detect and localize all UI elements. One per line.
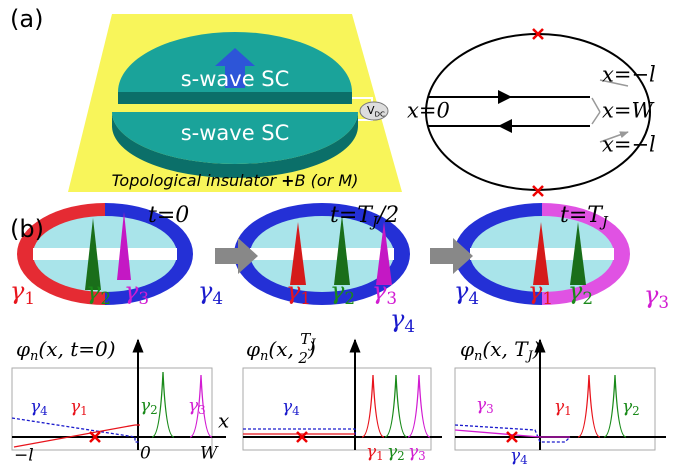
gamma-label: γ4 xyxy=(30,397,48,419)
gamma-index: 4 xyxy=(40,404,48,418)
gamma-symbol: γ xyxy=(198,277,213,305)
substrate-label: Topological insulator +B (or M) xyxy=(112,171,359,190)
gamma-symbol: γ xyxy=(124,277,139,305)
gamma-index: 2 xyxy=(632,404,640,418)
gamma-index: 4 xyxy=(520,453,528,466)
gamma-label: γ1 xyxy=(366,442,384,464)
gamma-symbol: γ xyxy=(10,277,25,305)
gamma-index: 4 xyxy=(212,288,223,308)
gamma-index: 3 xyxy=(198,403,206,417)
gamma-index: 1 xyxy=(300,288,311,308)
gamma-label: γ4 xyxy=(510,446,528,466)
gamma-label: γ1 xyxy=(70,397,88,419)
gamma-index: 4 xyxy=(404,316,415,336)
gamma-index: 2 xyxy=(397,449,405,463)
gamma-symbol: γ xyxy=(454,277,469,305)
gamma-symbol: γ xyxy=(568,277,583,305)
gamma-label: γ3 xyxy=(408,442,426,464)
text-segment: 2 xyxy=(297,349,308,367)
gamma-index: 3 xyxy=(138,288,149,308)
text-segment: DC xyxy=(375,109,385,118)
time-label: t=0 xyxy=(148,203,189,228)
text-segment: ) xyxy=(532,337,541,361)
text-segment: φ xyxy=(460,337,474,361)
gamma-index: 1 xyxy=(80,404,88,418)
gamma-index: 1 xyxy=(564,404,572,418)
gamma-index: 3 xyxy=(658,292,669,312)
gamma-symbol: γ xyxy=(644,281,659,309)
text-segment: (x, xyxy=(482,337,514,361)
gamma-index: 1 xyxy=(542,288,553,308)
gamma-index: 2 xyxy=(150,403,158,417)
time-label: t=TJ/2 xyxy=(330,203,399,231)
gamma-index: 4 xyxy=(468,288,479,308)
x-tick-label: W xyxy=(200,444,219,464)
gamma-label: γ4 xyxy=(282,397,300,419)
gamma-label: γ4 xyxy=(198,277,223,308)
x-tick-label: 0 xyxy=(140,444,151,464)
text-segment: (x, t=0) xyxy=(38,337,115,361)
x-tick-label: −l xyxy=(14,446,34,466)
gamma-label: γ3 xyxy=(476,395,494,417)
gamma-index: 2 xyxy=(582,288,593,308)
plot-ylabel: φn(x, TJ) xyxy=(460,337,541,364)
gamma-symbol: γ xyxy=(528,277,543,305)
sc-label: s-wave SC xyxy=(181,121,290,145)
text-segment: n xyxy=(260,349,268,364)
gamma-symbol: γ xyxy=(86,277,101,305)
text-segment: n xyxy=(474,349,482,364)
gamma-label: γ3 xyxy=(644,281,669,312)
gamma-label: γ2 xyxy=(622,397,640,419)
position-label: x=−l xyxy=(602,133,656,157)
sc-label: s-wave SC xyxy=(181,67,290,91)
x-axis-label: x xyxy=(218,409,229,433)
gamma-symbol: γ xyxy=(390,305,405,333)
text-segment: n xyxy=(30,349,38,364)
text-segment: (or xyxy=(306,171,339,190)
gamma-label: γ1 xyxy=(554,397,572,419)
figure: (a)s-wave SCs-wave SCVDCTopological insu… xyxy=(0,0,689,466)
panel-label: (b) xyxy=(10,215,44,243)
position-label: x=W xyxy=(602,99,655,123)
text-segment: φ xyxy=(16,337,30,361)
text-segment: t= xyxy=(330,203,357,228)
gamma-index: 3 xyxy=(418,449,426,463)
panel-label: (a) xyxy=(10,5,43,33)
gamma-label: γ2 xyxy=(387,442,405,464)
text-segment: M xyxy=(338,171,352,190)
text-segment: B xyxy=(295,171,306,190)
gamma-index: 2 xyxy=(344,288,355,308)
gamma-symbol: γ xyxy=(372,277,387,305)
text-segment: ) xyxy=(351,171,358,190)
device xyxy=(68,14,402,192)
position-label: x=−l xyxy=(602,63,656,87)
text-segment: ) xyxy=(307,337,316,361)
gamma-index: 3 xyxy=(486,402,494,416)
text-segment: /2 xyxy=(376,203,399,228)
gamma-symbol: γ xyxy=(330,277,345,305)
gamma-index: 4 xyxy=(292,404,300,418)
origin-label: x=0 xyxy=(407,99,450,123)
text-segment: t= xyxy=(560,203,587,228)
gamma-index: 2 xyxy=(100,288,111,308)
gamma-symbol: γ xyxy=(286,277,301,305)
time-label: t=TJ xyxy=(560,203,609,231)
gamma-index: 1 xyxy=(24,288,35,308)
text-segment: Topological insulator xyxy=(112,171,282,190)
text-segment: (x, xyxy=(268,337,300,361)
gamma-label: γ4 xyxy=(390,305,415,336)
gamma-index: 1 xyxy=(376,449,384,463)
gamma-label: γ2 xyxy=(140,396,158,418)
text-segment: φ xyxy=(246,337,260,361)
text-segment: + xyxy=(281,171,294,190)
plot-ylabel: φn(x, t=0) xyxy=(16,337,116,364)
text-segment: t=0 xyxy=(148,203,189,228)
